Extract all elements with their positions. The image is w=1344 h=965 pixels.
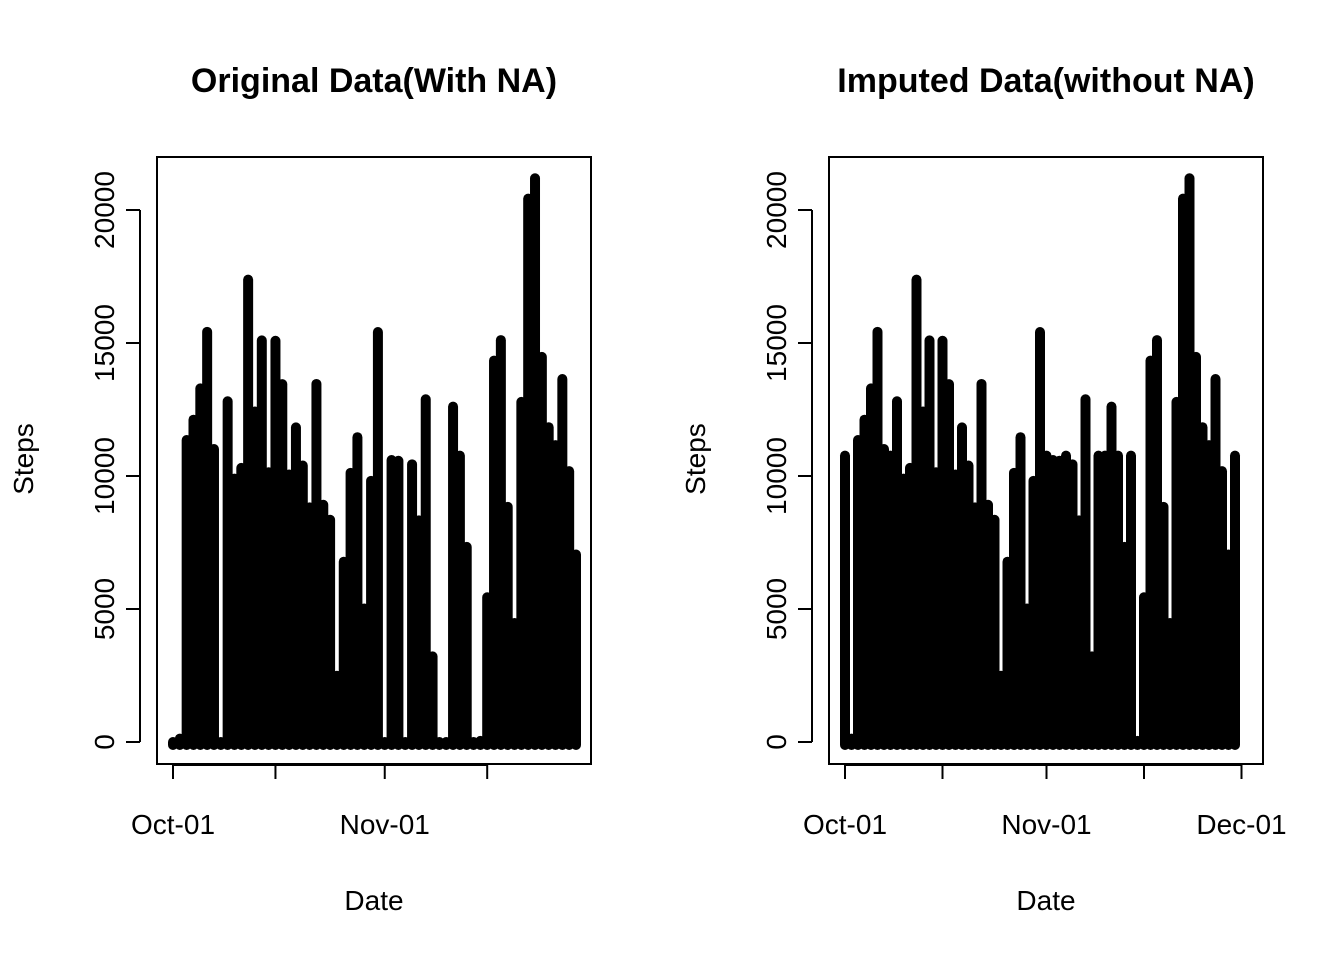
x-tick-label-1-2: Nov-01 — [340, 809, 430, 840]
y-tick-label-2-0: 0 — [761, 734, 792, 750]
x-axis-label-2: Date — [1016, 885, 1075, 916]
y-tick-label-2-15000: 15000 — [761, 304, 792, 382]
chart-title-2: Imputed Data(without NA) — [837, 62, 1254, 100]
x-tick-label-2-0: Oct-01 — [803, 809, 887, 840]
chart-title-1: Original Data(With NA) — [191, 62, 557, 100]
y-tick-label-2-5000: 5000 — [761, 578, 792, 640]
y-axis-label-1: Steps — [8, 423, 39, 495]
y-tick-label-1-20000: 20000 — [89, 171, 120, 249]
y-tick-label-1-5000: 5000 — [89, 578, 120, 640]
y-tick-label-1-10000: 10000 — [89, 437, 120, 515]
y-axis-label-2: Steps — [680, 423, 711, 495]
x-tick-label-2-4: Dec-01 — [1196, 809, 1286, 840]
x-axis-label-1: Date — [344, 885, 403, 916]
y-tick-label-2-10000: 10000 — [761, 437, 792, 515]
y-tick-label-1-0: 0 — [89, 734, 120, 750]
x-tick-label-1-0: Oct-01 — [131, 809, 215, 840]
x-tick-label-2-2: Nov-01 — [1001, 809, 1091, 840]
y-tick-label-1-15000: 15000 — [89, 304, 120, 382]
y-tick-label-2-20000: 20000 — [761, 171, 792, 249]
